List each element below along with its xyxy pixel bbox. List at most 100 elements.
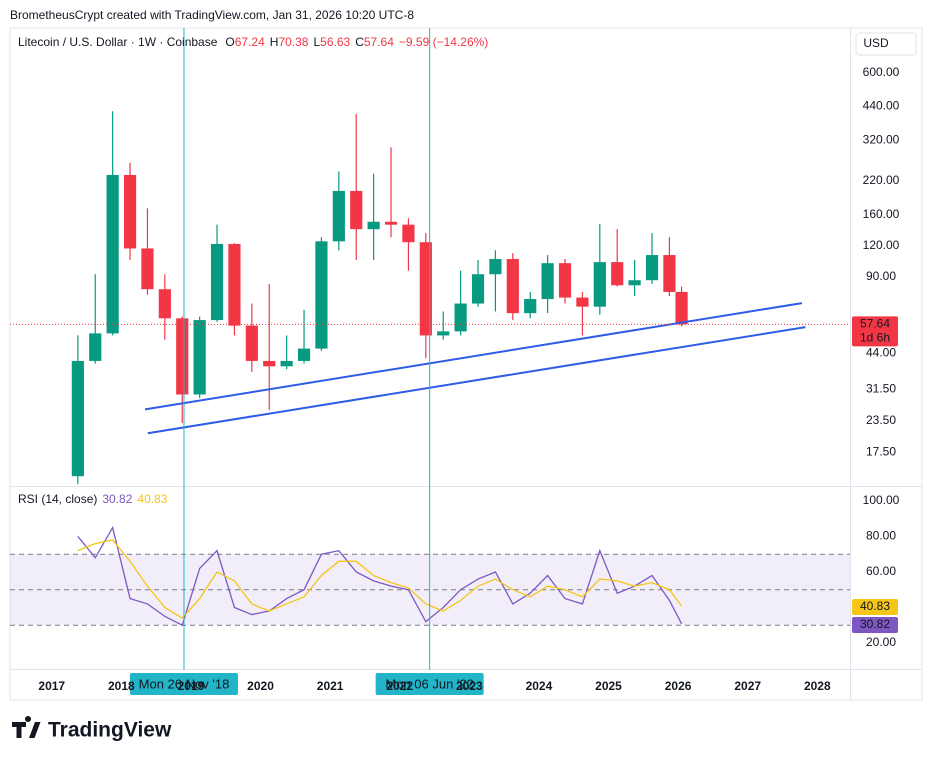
candle-body <box>332 190 345 242</box>
candle-body <box>176 318 189 395</box>
candle-body <box>506 259 519 314</box>
candle-body <box>663 255 676 292</box>
trendline <box>144 302 803 411</box>
candle-body <box>315 241 328 349</box>
candle-body <box>541 263 554 300</box>
x-tick-label: 2027 <box>734 679 761 693</box>
candle-body <box>471 274 485 304</box>
y-tick-label: 120.00 <box>863 238 900 252</box>
rsi-value-tag <box>852 599 898 615</box>
candle-body <box>245 325 258 361</box>
ohlc-value: 56.63 <box>320 35 350 49</box>
rsi-value-label: 40.83 <box>860 599 890 613</box>
overlay: Mon 26 Nov '18 Mon 06 Jun '22 <box>129 28 484 695</box>
rsi-legend: RSI (14, close) 30.82 40.83 <box>18 492 168 506</box>
rsi-tick-label: 60.00 <box>866 564 896 578</box>
rsi-tick-label: 100.00 <box>863 493 900 507</box>
candle-body <box>489 259 502 275</box>
crosshair-tag <box>375 673 484 695</box>
candle-body <box>280 360 293 367</box>
candle-body <box>454 303 467 332</box>
ohlc-key: H <box>270 35 279 49</box>
x-tick-label: 2026 <box>665 679 692 693</box>
x-tick-label: 2020 <box>247 679 274 693</box>
candle-body <box>576 297 589 307</box>
ohlc-value: 70.38 <box>278 35 308 49</box>
x-tick-label: 2019 <box>178 679 205 693</box>
candle-body <box>228 243 241 326</box>
currency[interactable]: USD <box>863 36 889 50</box>
ohlc-value: 67.24 <box>235 35 265 49</box>
y-tick-label: 220.00 <box>863 173 900 187</box>
rsi-legend-value: 30.82 <box>102 492 132 506</box>
price-pane <box>10 111 850 485</box>
candle-body <box>384 221 398 225</box>
countdown: 1d 6h <box>860 331 890 345</box>
logo: TradingView <box>12 716 172 742</box>
symbol-title: Litecoin / U.S. Dollar · 1W · Coinbase <box>18 35 218 49</box>
attribution: BrometheusCrypt created with TradingView… <box>10 8 414 22</box>
chart-frame <box>9 27 923 701</box>
candle-body <box>350 190 363 230</box>
candle-body <box>71 360 84 477</box>
crosshair-tag <box>129 673 238 695</box>
y-tick-label: 600.00 <box>863 65 900 79</box>
candle-body <box>593 262 606 307</box>
rsi-tick-label: 80.00 <box>866 529 896 543</box>
x-tick-label: 2028 <box>804 679 831 693</box>
candle-body <box>106 174 119 334</box>
y-tick-label: 31.50 <box>866 381 896 395</box>
candle-body <box>123 174 137 249</box>
rsi-title: RSI (14, close) <box>18 492 97 506</box>
last-price-label: 57.64 <box>860 317 890 331</box>
candle-body <box>645 255 659 281</box>
candle-body <box>524 299 537 314</box>
currency-button[interactable] <box>855 32 917 56</box>
ohlc-key: C <box>355 35 364 49</box>
change: −9.59 (−14.26%) <box>399 35 488 49</box>
candle-body <box>297 348 311 361</box>
candle-body <box>263 360 276 367</box>
trendline <box>147 326 806 435</box>
candle-body <box>89 333 102 361</box>
rsi-tick-label: 20.00 <box>866 635 896 649</box>
x-tick-label: 2018 <box>108 679 135 693</box>
x-tick-label: 2024 <box>526 679 553 693</box>
x-tick-label: 2022 <box>386 679 413 693</box>
legend: Litecoin / U.S. Dollar · 1W · Coinbase O6… <box>18 35 488 49</box>
logo-icon <box>12 716 41 738</box>
y-tick-label: 90.00 <box>866 269 896 283</box>
crosshair-label: Mon 26 Nov '18 <box>139 676 230 691</box>
candle-body <box>402 224 415 243</box>
x-tick-label: 2017 <box>38 679 65 693</box>
y-tick-label: 23.50 <box>866 413 896 427</box>
candle-body <box>158 289 171 319</box>
rsi-line <box>77 525 683 627</box>
candle-body <box>675 291 688 325</box>
ohlc-value: 57.64 <box>364 35 394 49</box>
y-tick-label: 160.00 <box>863 207 900 221</box>
y-tick-label: 440.00 <box>863 98 900 112</box>
candle-body <box>210 243 224 321</box>
candle-body <box>367 221 380 230</box>
ohlc-key: O <box>225 35 234 49</box>
last-price-tag <box>852 316 898 347</box>
x-tick-label: 2023 <box>456 679 483 693</box>
logo-text: TradingView <box>48 719 172 742</box>
candle-body <box>611 262 624 286</box>
rsi-value-label: 30.82 <box>860 617 890 631</box>
candle-body <box>141 248 154 290</box>
candle-body <box>558 263 572 298</box>
candle-body <box>628 280 641 286</box>
x-tick-label: 2025 <box>595 679 622 693</box>
rsi-line <box>77 539 683 619</box>
rsi-legend-value: 40.83 <box>137 492 167 506</box>
candle-body <box>419 242 432 336</box>
candle-body <box>437 331 450 336</box>
crosshair-label: Mon 06 Jun '22 <box>385 676 474 691</box>
y-tick-label: 17.50 <box>866 444 896 458</box>
candle-body <box>193 320 206 395</box>
y-tick-label: 320.00 <box>863 133 900 147</box>
rsi-value-tag <box>852 617 898 633</box>
